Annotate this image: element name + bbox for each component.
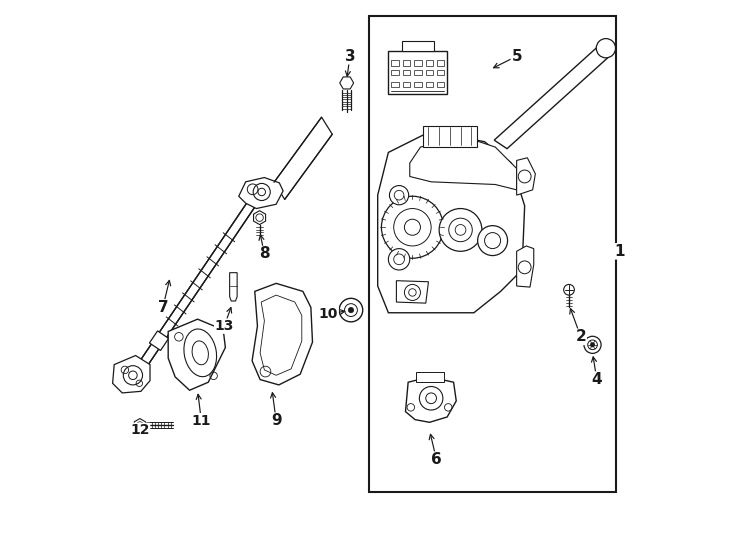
Polygon shape bbox=[340, 77, 354, 89]
Polygon shape bbox=[230, 273, 237, 301]
Text: 12: 12 bbox=[130, 423, 150, 437]
Text: 7: 7 bbox=[158, 300, 168, 315]
Polygon shape bbox=[396, 281, 429, 303]
Polygon shape bbox=[134, 418, 145, 431]
Bar bbox=[388, 51, 447, 93]
Polygon shape bbox=[405, 377, 457, 422]
Bar bbox=[437, 82, 445, 87]
Polygon shape bbox=[378, 131, 525, 313]
Text: 3: 3 bbox=[344, 49, 355, 64]
Circle shape bbox=[564, 285, 575, 295]
Circle shape bbox=[590, 343, 595, 347]
Polygon shape bbox=[239, 178, 283, 208]
Text: 1: 1 bbox=[614, 244, 625, 259]
Circle shape bbox=[390, 186, 409, 205]
Bar bbox=[414, 70, 421, 76]
Bar bbox=[414, 60, 421, 66]
Bar bbox=[426, 60, 433, 66]
Polygon shape bbox=[416, 372, 444, 382]
Bar bbox=[414, 82, 421, 87]
Text: 13: 13 bbox=[214, 319, 234, 333]
Bar bbox=[368, 16, 616, 492]
Text: 10: 10 bbox=[319, 307, 338, 321]
Bar bbox=[402, 82, 410, 87]
Text: 4: 4 bbox=[592, 372, 602, 387]
Bar bbox=[426, 70, 433, 76]
Text: 11: 11 bbox=[192, 414, 211, 428]
Polygon shape bbox=[252, 284, 313, 385]
Text: 2: 2 bbox=[575, 329, 586, 345]
Bar bbox=[423, 126, 476, 147]
Polygon shape bbox=[253, 211, 266, 225]
Polygon shape bbox=[150, 331, 169, 350]
Polygon shape bbox=[410, 137, 517, 190]
Text: 9: 9 bbox=[271, 413, 281, 428]
Polygon shape bbox=[140, 193, 261, 366]
Polygon shape bbox=[274, 117, 333, 199]
Circle shape bbox=[596, 38, 616, 58]
Bar bbox=[401, 41, 434, 51]
Polygon shape bbox=[112, 355, 150, 393]
Polygon shape bbox=[494, 41, 617, 148]
Text: 6: 6 bbox=[431, 452, 442, 467]
Text: 5: 5 bbox=[512, 49, 522, 64]
Circle shape bbox=[339, 298, 363, 322]
Bar bbox=[426, 82, 433, 87]
Polygon shape bbox=[168, 319, 225, 390]
Bar bbox=[391, 82, 399, 87]
Circle shape bbox=[584, 336, 601, 353]
Bar bbox=[391, 70, 399, 76]
Circle shape bbox=[439, 208, 482, 251]
Bar bbox=[391, 60, 399, 66]
Circle shape bbox=[349, 307, 354, 313]
Bar bbox=[402, 70, 410, 76]
Circle shape bbox=[478, 226, 507, 255]
Bar bbox=[402, 60, 410, 66]
Circle shape bbox=[388, 248, 410, 270]
Circle shape bbox=[382, 196, 443, 258]
Polygon shape bbox=[517, 158, 535, 195]
Text: 8: 8 bbox=[259, 246, 269, 261]
Bar bbox=[437, 70, 445, 76]
Bar bbox=[437, 60, 445, 66]
Polygon shape bbox=[517, 246, 534, 287]
